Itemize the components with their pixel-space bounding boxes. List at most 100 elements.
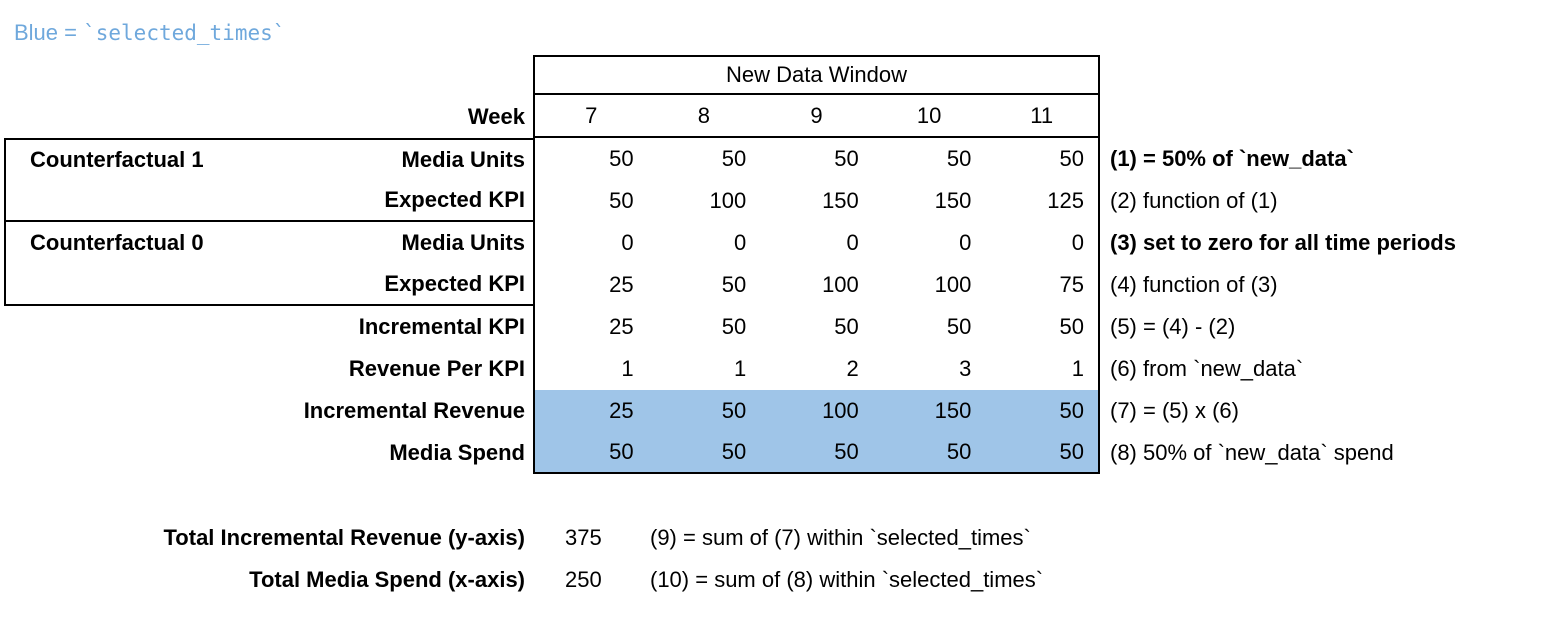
row-label: Expected KPI	[384, 187, 525, 212]
cell: 50	[721, 146, 747, 171]
counterfactual-table: New Data Window Week 7 8 9 10 11 Counter…	[4, 55, 1540, 474]
cell: 2	[846, 356, 859, 381]
row-annotation: (5) = (4) - (2)	[1110, 314, 1236, 339]
row-annotation: (2) function of (1)	[1110, 188, 1278, 213]
row-annotation: (4) function of (3)	[1110, 272, 1278, 297]
cell: 50	[721, 398, 747, 423]
total-annotation: (9) = sum of (7) within `selected_times`	[650, 525, 1031, 550]
cell: 50	[609, 188, 634, 213]
cell: 0	[621, 230, 634, 255]
spacer	[1100, 95, 1540, 138]
row-header: Revenue Per KPI	[4, 348, 533, 390]
week-values: 7 8 9 10 11	[533, 95, 1100, 138]
legend-prefix: Blue =	[14, 20, 84, 45]
cell: 100	[709, 188, 747, 213]
spacer	[1100, 55, 1540, 95]
row-label: Media Spend	[389, 440, 525, 465]
row-values: 50 50 50 50 50	[533, 138, 1100, 180]
row-values: 50 100 150 150 125	[533, 180, 1100, 222]
cell: 50	[834, 314, 859, 339]
cell: 1	[621, 356, 634, 381]
total-annotation: (10) = sum of (8) within `selected_times…	[650, 567, 1044, 592]
row-label: Revenue Per KPI	[348, 356, 525, 381]
legend: Blue = `selected_times`	[14, 20, 285, 46]
row-values: 0 0 0 0 0	[533, 222, 1100, 264]
cell: 50	[834, 146, 859, 171]
week-row: Week 7 8 9 10 11	[4, 95, 1540, 138]
week-label: Week	[467, 103, 525, 129]
cell: 100	[934, 272, 972, 297]
cell: 50	[1059, 314, 1084, 339]
cell: 50	[946, 146, 972, 171]
cell: 50	[946, 439, 972, 464]
table-row: Counterfactual 1 Media Units 50 50 50 50…	[4, 138, 1540, 180]
row-annotation: (6) from `new_data`	[1110, 356, 1304, 381]
row-values: 50 50 50 50 50	[533, 432, 1100, 474]
row-label: Media Units	[401, 147, 525, 172]
row-values: 25 50 100 100 75	[533, 264, 1100, 306]
row-values: 25 50 100 150 50	[533, 390, 1100, 432]
cell: 50	[609, 146, 634, 171]
row-annotation: (8) 50% of `new_data` spend	[1110, 440, 1394, 465]
cell: 150	[934, 398, 972, 423]
week-cell: 7	[585, 102, 598, 128]
cell: 0	[846, 230, 859, 255]
row-header: Media Spend	[4, 432, 533, 474]
cell: 150	[934, 188, 972, 213]
week-cell: 10	[916, 102, 942, 128]
total-label: Total Incremental Revenue (y-axis)	[163, 525, 526, 550]
row-header: Expected KPI	[4, 180, 533, 222]
row-annotation: (7) = (5) x (6)	[1110, 398, 1239, 423]
legend-code: `selected_times`	[83, 21, 286, 45]
cell: 25	[609, 314, 634, 339]
group-label: Counterfactual 0	[30, 230, 204, 255]
cell: 50	[721, 272, 747, 297]
row-label: Incremental KPI	[358, 314, 525, 339]
total-row: Total Media Spend (x-axis) 250 (10) = su…	[4, 559, 1540, 601]
table-row: Expected KPI 50 100 150 150 125 (2) func…	[4, 180, 1540, 222]
cell: 50	[721, 439, 747, 464]
cell: 50	[609, 439, 634, 464]
row-header: Counterfactual 1 Media Units	[4, 138, 533, 180]
table-row-highlighted: Media Spend 50 50 50 50 50 (8) 50% of `n…	[4, 432, 1540, 474]
table-row: Incremental KPI 25 50 50 50 50 (5) = (4)…	[4, 306, 1540, 348]
window-header: New Data Window	[533, 55, 1100, 95]
table-row: Revenue Per KPI 1 1 2 3 1 (6) from `new_…	[4, 348, 1540, 390]
cell: 100	[822, 398, 859, 423]
cell: 1	[1071, 356, 1084, 381]
row-header: Counterfactual 0 Media Units	[4, 222, 533, 264]
row-header: Incremental Revenue	[4, 390, 533, 432]
cell: 50	[1059, 439, 1084, 464]
cell: 75	[1059, 272, 1084, 297]
cell: 25	[609, 272, 634, 297]
row-header: Expected KPI	[4, 264, 533, 306]
cell: 125	[1047, 188, 1084, 213]
cell: 3	[959, 356, 972, 381]
window-header-row: New Data Window	[4, 55, 1540, 95]
table-row-highlighted: Incremental Revenue 25 50 100 150 50 (7)…	[4, 390, 1540, 432]
table-row: Counterfactual 0 Media Units 0 0 0 0 0 (…	[4, 222, 1540, 264]
cell: 50	[946, 314, 972, 339]
totals-section: Total Incremental Revenue (y-axis) 375 (…	[4, 517, 1540, 601]
row-label: Incremental Revenue	[303, 398, 525, 423]
week-cell: 11	[1030, 102, 1054, 128]
spacer	[4, 55, 533, 95]
total-label: Total Media Spend (x-axis)	[249, 567, 525, 592]
cell: 150	[822, 188, 859, 213]
row-annotation: (3) set to zero for all time periods	[1110, 230, 1456, 255]
total-value: 250	[565, 567, 602, 592]
total-row: Total Incremental Revenue (y-axis) 375 (…	[4, 517, 1540, 559]
cell: 50	[1059, 398, 1084, 423]
week-cell: 8	[697, 102, 711, 128]
group-label: Counterfactual 1	[30, 147, 204, 172]
cell: 50	[834, 439, 859, 464]
cell: 50	[1059, 146, 1084, 171]
cell: 0	[959, 230, 972, 255]
row-header: Week	[4, 95, 533, 138]
cell: 50	[721, 314, 747, 339]
total-value: 375	[565, 525, 602, 550]
table-row: Expected KPI 25 50 100 100 75 (4) functi…	[4, 264, 1540, 306]
cell: 25	[609, 398, 634, 423]
week-cell: 9	[810, 102, 823, 128]
